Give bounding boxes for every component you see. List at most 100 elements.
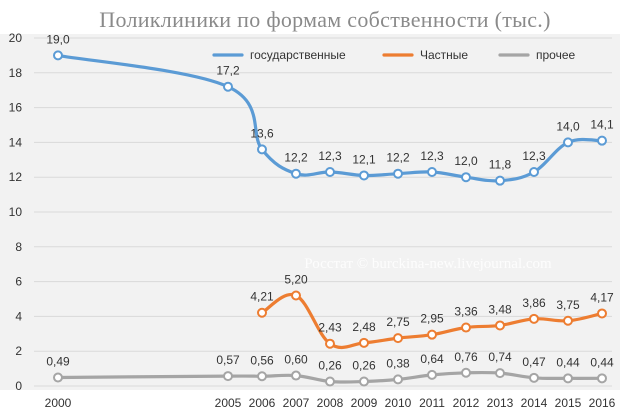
x-tick-label: 2005 [215,396,242,410]
data-label: 0,64 [420,352,444,366]
y-tick-label: 16 [9,101,23,115]
data-point [291,168,301,179]
source-annotation: Росстат © burckina-new.livejournal.com [304,256,552,272]
data-label: 3,48 [488,302,512,316]
data-point [563,315,573,326]
data-label: 11,8 [489,158,512,172]
data-label: 0,56 [250,353,274,367]
y-axis-ticks: 0 2 4 6 8 10 12 14 16 18 20 [9,31,23,393]
data-label: 0,57 [216,353,240,367]
data-label: 3,86 [522,296,546,310]
x-tick-label: 2000 [45,396,72,410]
data-label: 0,44 [590,355,614,369]
x-tick-label: 2008 [317,396,344,410]
data-label: 12,3 [318,149,342,163]
data-point [529,166,539,177]
x-tick-label: 2009 [351,396,378,410]
data-label: 5,20 [284,273,308,287]
y-tick-label: 20 [9,31,23,45]
data-point [461,367,471,378]
data-label: 3,36 [454,305,478,319]
data-point [461,172,471,183]
data-label: 12,2 [386,151,410,165]
data-label: 0,60 [284,353,308,367]
data-point [359,376,369,387]
data-label: 3,75 [556,298,580,312]
data-point [427,329,437,340]
data-point [257,371,267,382]
data-point [529,313,539,324]
data-point [291,370,301,381]
x-tick-label: 2013 [487,396,514,410]
data-point [495,368,505,379]
data-label: 0,26 [318,358,342,372]
data-label: 0,44 [556,355,580,369]
y-tick-label: 2 [15,344,22,358]
data-label: 4,21 [250,290,274,304]
data-point [325,166,335,177]
x-tick-label: 2007 [283,396,310,410]
data-point [597,373,607,384]
x-tick-label: 2011 [419,396,445,410]
data-point [325,376,335,387]
data-label: 2,95 [420,312,444,326]
data-point [291,290,301,301]
y-tick-label: 18 [9,66,23,80]
data-label: 2,48 [352,320,376,334]
data-label: 13,6 [250,126,274,140]
data-point [427,369,437,380]
data-point [359,337,369,348]
data-label: 0,38 [386,356,410,370]
data-label: 0,76 [454,350,478,364]
data-point [223,371,233,382]
data-label: 12,2 [284,151,308,165]
x-tick-label: 2006 [249,396,276,410]
data-label: 4,17 [590,290,614,304]
data-label: 12,0 [454,154,478,168]
x-tick-label: 2016 [589,396,616,410]
data-label: 17,2 [216,64,240,78]
data-point [461,322,471,333]
data-point [325,338,335,349]
data-point [529,372,539,383]
data-point [393,333,403,344]
legend: государственные Частные прочее [212,48,576,62]
y-tick-label: 10 [9,205,23,219]
data-label: 14,0 [556,119,580,133]
data-label: 0,74 [488,350,512,364]
x-tick-label: 2010 [385,396,412,410]
data-label: 2,43 [318,321,342,335]
data-point [223,81,233,92]
data-point [53,50,63,61]
x-tick-label: 2015 [555,396,582,410]
data-point [393,374,403,385]
series-2 [257,290,607,350]
data-label: 0,47 [522,355,546,369]
series-layer [53,50,607,387]
data-label: 12,1 [352,152,376,166]
series-1 [53,50,607,186]
gridlines [34,37,612,387]
data-point [257,307,267,318]
data-point [597,135,607,146]
data-label: 19,0 [46,32,70,46]
data-point [427,166,437,177]
data-label: 0,49 [46,354,70,368]
data-point [53,372,63,383]
data-labels: 19,0 17,2 13,6 12,2 12,3 12,1 12,2 12,3 12,0 11,8… [46,32,614,372]
chart-title: Поликлиники по формам собственности (тыс… [99,7,550,32]
data-point [597,308,607,319]
y-tick-label: 12 [9,170,23,184]
data-point [257,144,267,155]
data-point [359,170,369,181]
x-tick-label: 2014 [521,396,548,410]
y-tick-label: 6 [15,275,22,289]
data-label: 2,75 [386,315,410,329]
series-3 [53,367,607,387]
data-point [495,320,505,331]
data-point [393,168,403,179]
data-point [563,373,573,384]
y-tick-label: 4 [15,309,22,323]
legend-entry: прочее [536,48,576,62]
